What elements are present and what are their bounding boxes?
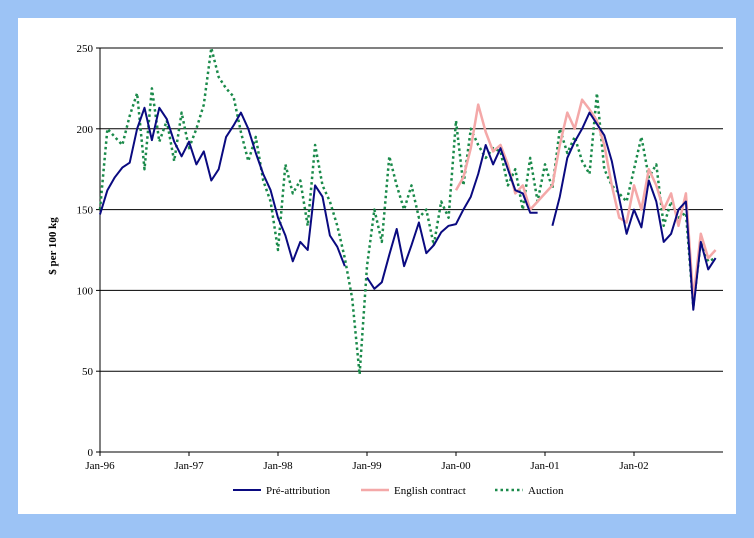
y-tick-label: 250 xyxy=(77,43,94,55)
y-axis-title: $ per 100 kg xyxy=(47,217,59,275)
x-tick-label: Jan-96 xyxy=(85,460,115,472)
x-tick-label: Jan-99 xyxy=(352,460,382,472)
x-tick-label: Jan-01 xyxy=(530,460,559,472)
legend-label-pr-attribution: Pré-attribution xyxy=(266,485,331,497)
series-line-pr-attribution xyxy=(99,106,717,311)
series-line-auction xyxy=(98,46,717,376)
y-tick-label: 0 xyxy=(88,447,94,459)
series-line-english-contract xyxy=(454,98,717,300)
price-line-chart: 0 50 100 150 200 250 Jan-96 Jan-97 Jan-98 Jan-99 J… xyxy=(47,43,723,497)
legend-label-auction: Auction xyxy=(528,485,564,497)
y-tick-label: 100 xyxy=(77,285,94,297)
x-tick-label: Jan-02 xyxy=(619,460,648,472)
legend-label-english-contract: English contract xyxy=(394,485,466,497)
y-tick-label: 200 xyxy=(77,124,94,136)
x-tick-label: Jan-00 xyxy=(441,460,471,472)
y-tick-label: 150 xyxy=(77,205,94,217)
chart-panel: 0 50 100 150 200 250 Jan-96 Jan-97 Jan-98 Jan-99 J… xyxy=(18,18,736,514)
y-tick-label: 50 xyxy=(82,366,94,378)
x-tick-label: Jan-97 xyxy=(174,460,204,472)
x-tick-label: Jan-98 xyxy=(263,460,293,472)
